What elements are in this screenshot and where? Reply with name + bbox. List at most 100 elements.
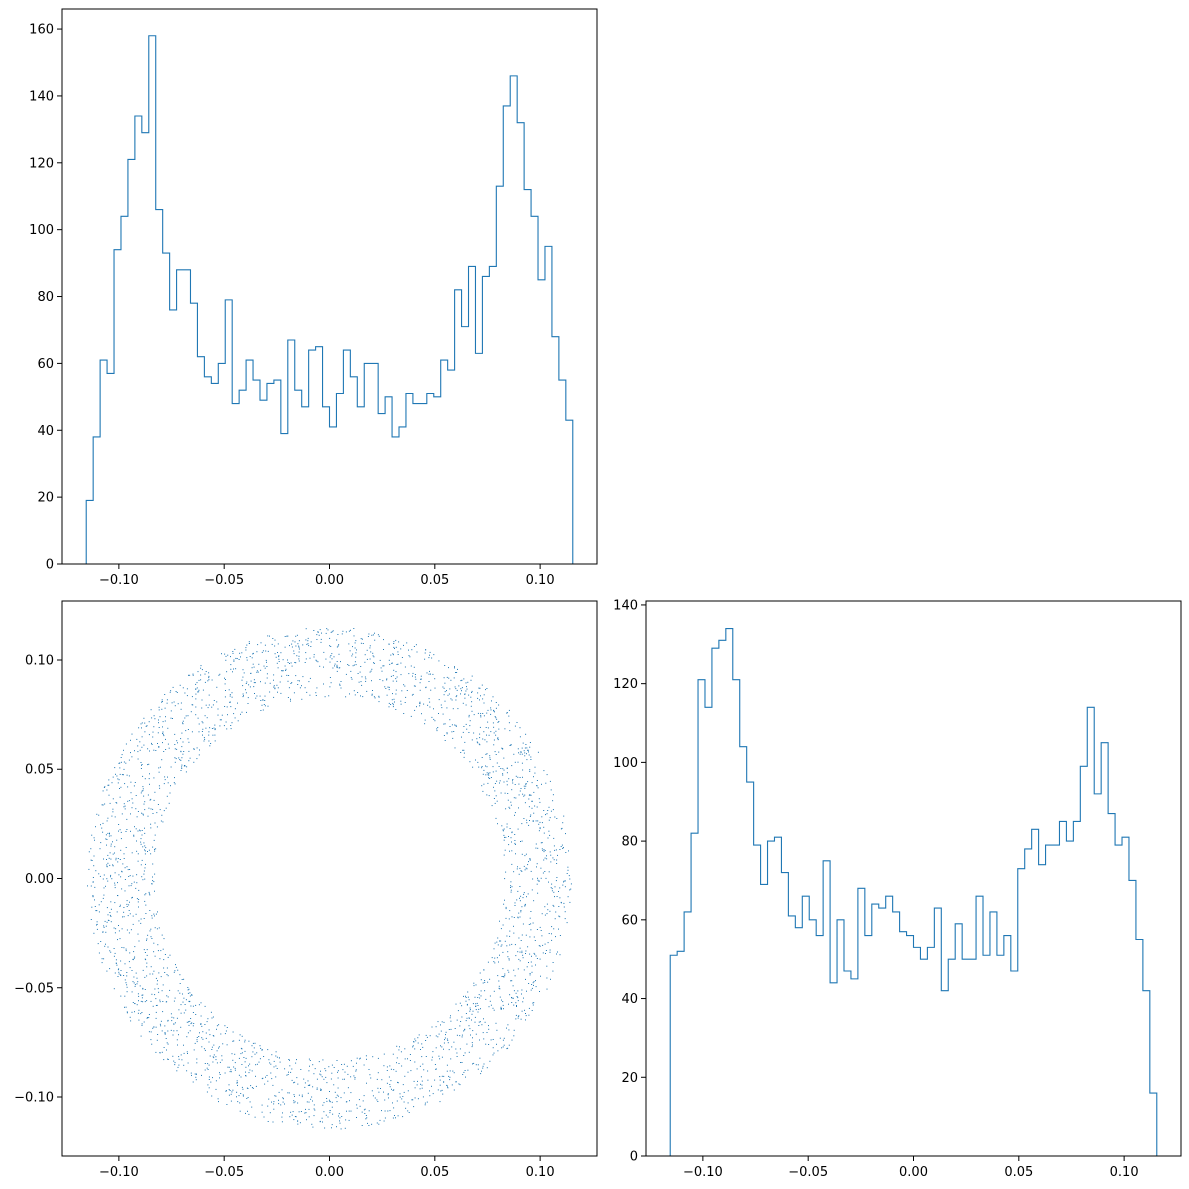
scatter-point	[240, 656, 241, 658]
scatter-point	[527, 893, 529, 895]
scatter-point	[377, 1057, 379, 1059]
scatter-point	[329, 645, 331, 647]
scatter-point	[367, 1122, 368, 1124]
scatter-point	[497, 975, 499, 977]
scatter-point	[179, 983, 181, 984]
scatter-point	[98, 814, 100, 816]
scatter-point	[144, 827, 145, 829]
scatter-point	[489, 978, 491, 980]
scatter-point	[287, 697, 289, 698]
scatter-point	[364, 676, 366, 678]
scatter-point	[169, 792, 171, 794]
scatter-point	[438, 660, 440, 662]
scatter-point	[197, 717, 199, 719]
scatter-point	[179, 684, 181, 686]
scatter-point	[133, 835, 135, 837]
scatter-point	[140, 838, 142, 840]
scatter-point	[141, 1012, 143, 1013]
scatter-point	[163, 751, 165, 752]
scatter-point	[538, 880, 540, 882]
scatter-point	[318, 1061, 320, 1063]
scatter-point	[103, 925, 105, 927]
scatter-point	[390, 675, 392, 677]
scatter-point	[517, 776, 519, 778]
scatter-point	[187, 1053, 188, 1054]
scatter-point	[524, 747, 526, 749]
scatter-point	[338, 644, 340, 646]
scatter-point	[288, 1092, 290, 1094]
scatter-point	[466, 688, 468, 690]
scatter-point	[460, 1021, 462, 1022]
scatter-point	[414, 674, 416, 675]
scatter-point	[200, 1015, 202, 1017]
scatter-point	[217, 708, 219, 710]
scatter-point	[491, 700, 492, 702]
scatter-point	[514, 814, 515, 816]
scatter-point	[415, 644, 417, 646]
scatter-point	[213, 1044, 215, 1046]
scatter-point	[211, 1017, 213, 1019]
scatter-point	[124, 805, 126, 807]
scatter-point	[200, 674, 202, 676]
scatter-point	[197, 671, 199, 673]
scatter-point	[519, 790, 521, 792]
scatter-point	[515, 775, 517, 777]
scatter-point	[382, 680, 384, 682]
scatter-point	[162, 984, 164, 986]
scatter-point	[145, 725, 147, 727]
scatter-point	[397, 1115, 399, 1117]
scatter-point	[149, 894, 151, 896]
scatter-point	[142, 786, 144, 788]
scatter-point	[455, 1048, 457, 1050]
scatter-point	[118, 824, 120, 825]
scatter-point	[371, 693, 373, 695]
scatter-point	[127, 869, 129, 871]
scatter-point	[228, 689, 230, 691]
scatter-point	[377, 1087, 379, 1089]
scatter-point	[337, 1095, 339, 1097]
scatter-point	[396, 1062, 397, 1064]
scatter-point	[480, 1008, 481, 1010]
scatter-point	[563, 880, 565, 882]
scatter-point	[131, 807, 133, 809]
scatter-point	[114, 816, 116, 818]
scatter-point	[174, 1064, 176, 1066]
scatter-point	[119, 796, 121, 798]
scatter-point	[287, 635, 289, 637]
scatter-point	[204, 1005, 206, 1007]
scatter-point	[508, 1044, 510, 1046]
scatter-point	[269, 1062, 271, 1064]
scatter-point	[472, 1003, 474, 1005]
scatter-point	[500, 792, 502, 794]
scatter-point	[307, 1092, 309, 1094]
scatter-point	[461, 1016, 463, 1018]
scatter-point	[333, 1067, 335, 1068]
scatter-point	[464, 693, 466, 695]
scatter-point	[516, 1005, 517, 1006]
scatter-point	[249, 686, 251, 688]
scatter-point	[264, 682, 266, 684]
scatter-points	[87, 628, 572, 1130]
scatter-point	[138, 889, 140, 891]
scatter-point	[257, 644, 259, 646]
scatter-point	[433, 654, 435, 656]
scatter-point	[388, 1076, 390, 1078]
scatter-point	[231, 1053, 233, 1055]
scatter-point	[148, 1014, 150, 1015]
scatter-point	[429, 1035, 431, 1037]
scatter-point	[477, 692, 479, 694]
scatter-point	[448, 677, 450, 679]
scatter-point	[523, 892, 525, 894]
scatter-point	[131, 883, 133, 885]
scatter-point	[533, 981, 535, 983]
scatter-point	[509, 944, 511, 946]
scatter-point	[225, 1030, 227, 1032]
scatter-point	[337, 1071, 338, 1073]
scatter-point	[228, 1089, 230, 1090]
scatter-point	[316, 660, 318, 662]
scatter-point	[152, 808, 154, 810]
scatter-point	[502, 1001, 504, 1003]
scatter-point	[530, 923, 532, 925]
scatter-point	[181, 732, 183, 734]
scatter-point	[118, 830, 119, 832]
